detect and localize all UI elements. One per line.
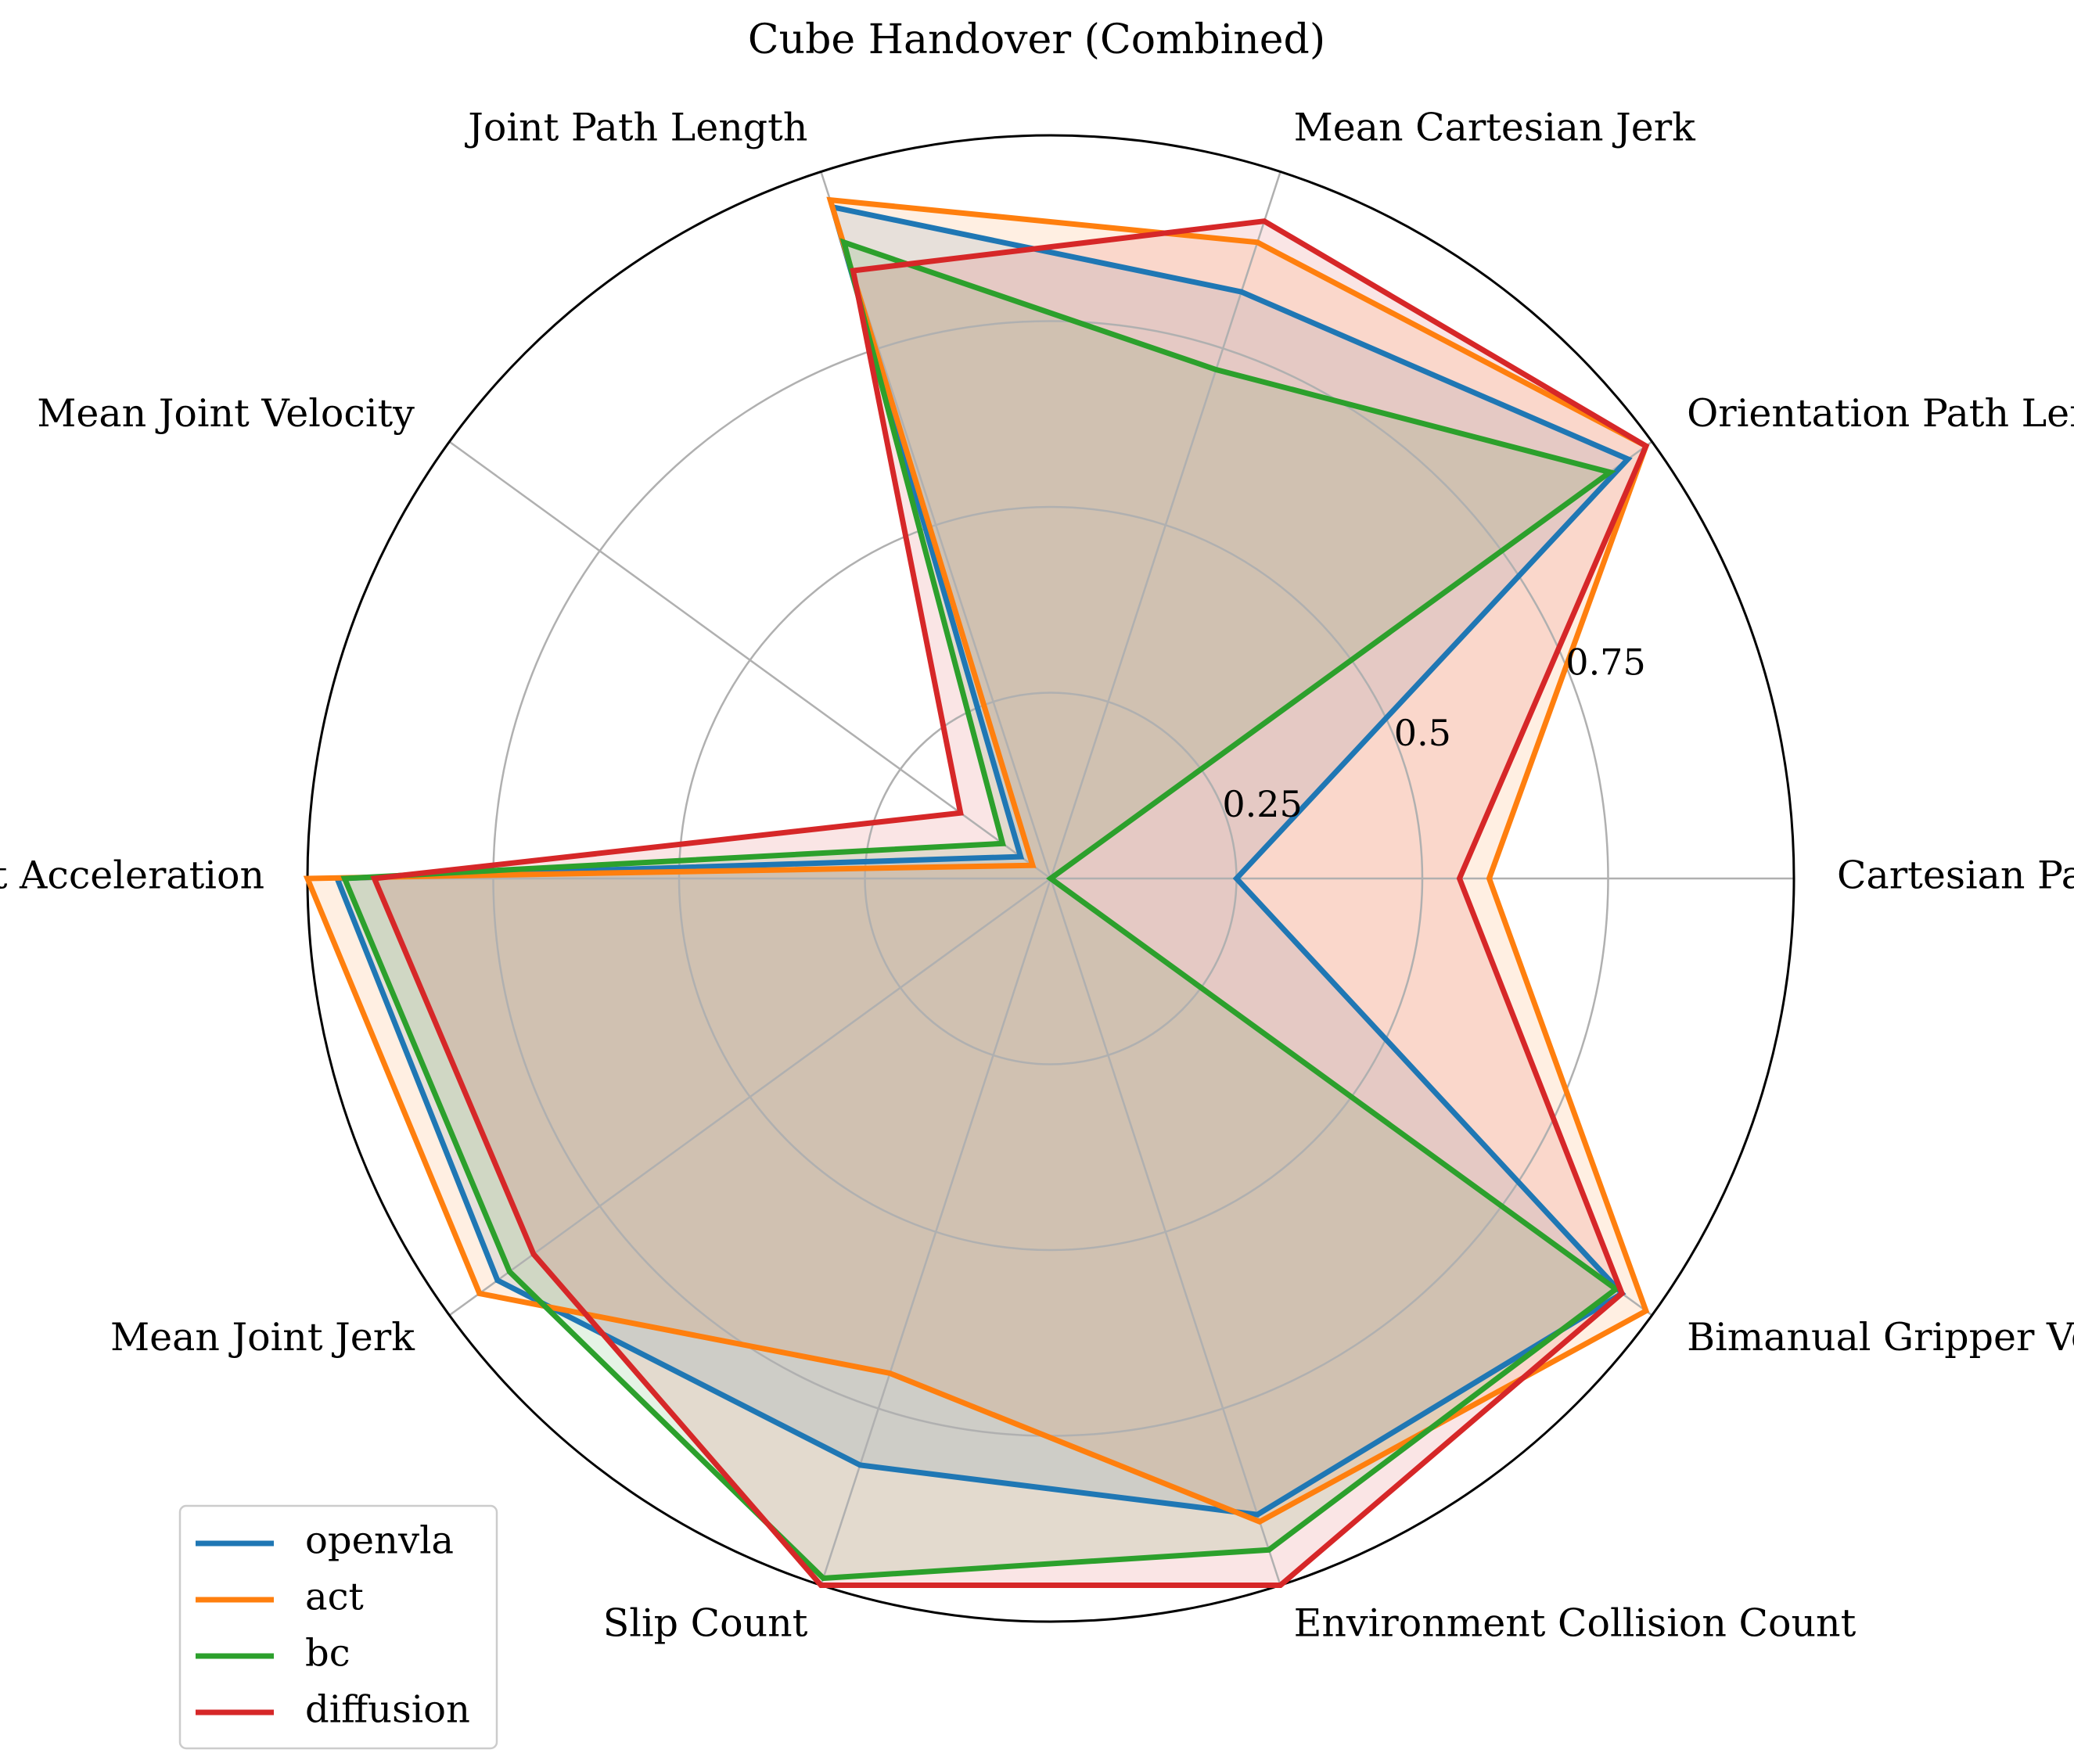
series-fill-openvla xyxy=(337,207,1628,1515)
series-lines xyxy=(303,196,1650,1588)
legend-label-openvla: openvla xyxy=(305,1519,454,1563)
axis-label-mean-joint-velocity: Mean Joint Velocity xyxy=(37,391,415,436)
radial-tick-label: 0.5 xyxy=(1394,712,1451,754)
axis-label-mean-joint-jerk: Mean Joint Jerk xyxy=(110,1315,415,1360)
series-line-act xyxy=(303,196,1650,1525)
radial-tick-label: 0.75 xyxy=(1565,641,1645,683)
radial-tick-label: 0.25 xyxy=(1222,783,1302,825)
axis-label-environment-collision-count: Environment Collision Count xyxy=(1294,1601,1857,1645)
legend-label-bc: bc xyxy=(305,1632,350,1676)
legend-label-act: act xyxy=(305,1575,364,1619)
legend-box xyxy=(178,1504,498,1750)
chart-title: Cube Handover (Combined) xyxy=(748,16,1325,63)
series-fill-diffusion xyxy=(374,221,1646,1586)
axis-label-cartesian-path-length: Cartesian Path Length xyxy=(1837,853,2074,898)
axis-label-slip-count: Slip Count xyxy=(603,1601,808,1645)
axis-label-mean-cartesian-jerk: Mean Cartesian Jerk xyxy=(1294,106,1697,150)
axis-label-joint-path-length: Joint Path Length xyxy=(464,106,807,150)
spoke-mean-joint-velocity xyxy=(448,440,1051,880)
series-line-diffusion xyxy=(370,218,1650,1588)
legend: openvla act bc diffusion xyxy=(178,1504,498,1750)
series-line-bc xyxy=(340,238,1621,1582)
axis-label-bimanual-gripper-vertical-difference: Bimanual Gripper Vertical Difference xyxy=(1687,1315,2074,1360)
axis-labels: 0.25 0.5 0.75 Cartesian Path Length Orientat… xyxy=(0,106,2074,1646)
axis-label-mean-joint-acceleration: Mean Joint Acceleration xyxy=(0,853,264,898)
spoke-environment-collision-count xyxy=(1049,878,1281,1586)
series-fills xyxy=(307,199,1646,1586)
legend-label-diffusion: diffusion xyxy=(305,1688,470,1732)
series-fill-act xyxy=(307,199,1646,1522)
spoke-mean-joint-jerk xyxy=(448,877,1051,1317)
axis-label-orientation-path-length: Orientation Path Length xyxy=(1687,391,2074,436)
series-fill-bc xyxy=(344,242,1616,1579)
